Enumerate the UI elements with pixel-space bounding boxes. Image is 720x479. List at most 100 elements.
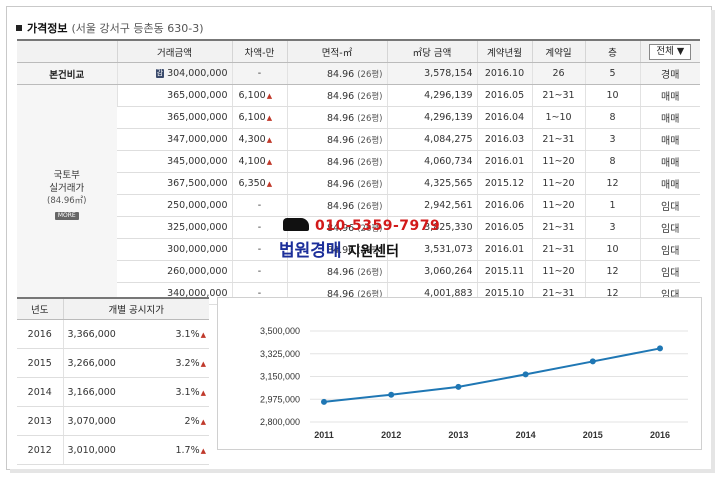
- land-value: 3,366,000: [62, 319, 167, 349]
- row-price: 325,000,000: [117, 216, 232, 239]
- row-pyeong: (26평): [357, 201, 383, 212]
- row-price: 365,000,000: [116, 84, 232, 107]
- row-ym: 2016.04: [476, 106, 532, 129]
- land-year: 2015: [17, 348, 63, 378]
- land-value: 3,166,000: [62, 377, 167, 407]
- land-year: 2016: [17, 319, 63, 349]
- more-button[interactable]: MORE: [54, 211, 79, 220]
- row-area: 84.96: [326, 112, 355, 124]
- y-tick-label: 3,325,000: [260, 349, 300, 359]
- row-floor: 10: [584, 238, 640, 261]
- row-per-m2: 4,325,565: [386, 172, 477, 195]
- row-floor: 8: [584, 106, 640, 129]
- table-row: 260,000,000-84.96 (26평) 3,060,264 2015.11 1…: [17, 260, 700, 283]
- col-contract-day: 계약일: [531, 39, 585, 63]
- appraisal-badge-icon: 감: [155, 69, 165, 78]
- x-tick-label: 2011: [314, 430, 334, 440]
- x-tick-label: 2016: [650, 430, 670, 440]
- row-ym: 2015.11: [476, 260, 532, 283]
- row-ym: 2016.01: [476, 238, 532, 261]
- col-contract-ym: 계약년월: [476, 39, 532, 63]
- row-diff: 4,100: [238, 156, 266, 167]
- land-row: 2015 3,266,000 3.2%▲: [17, 348, 209, 378]
- col-floor: 층: [584, 39, 640, 63]
- col-area: 면적-㎡: [286, 39, 387, 63]
- table-row: 250,000,000-84.96 (26평) 2,942,561 2016.06 1…: [17, 194, 700, 217]
- bullet-square-icon: [16, 25, 22, 31]
- land-pct: 3.1%: [175, 386, 200, 398]
- molit-area: (84.96㎡): [47, 195, 87, 206]
- row-area: 84.96: [326, 288, 355, 300]
- up-triangle-icon: ▲: [266, 180, 273, 188]
- row-day: 11~20: [531, 194, 585, 217]
- row-day: 11~20: [531, 172, 585, 195]
- row-floor: 12: [584, 172, 640, 195]
- row-floor: 12: [584, 260, 640, 283]
- row-ym: 2016.05: [476, 84, 532, 107]
- row-floor: 10: [584, 84, 640, 107]
- row-day: 1~10: [531, 106, 585, 129]
- comparison-ym: 2016.10: [476, 62, 532, 85]
- x-tick-label: 2015: [583, 430, 603, 440]
- land-row: 2014 3,166,000 3.1%▲: [17, 377, 209, 407]
- up-triangle-icon: ▲: [200, 359, 206, 368]
- row-pyeong: (26평): [357, 157, 383, 168]
- row-area: 84.96: [326, 244, 355, 256]
- row-day: 11~20: [531, 150, 585, 173]
- land-value: 3,070,000: [62, 406, 167, 436]
- row-area: 84.96: [326, 134, 355, 146]
- row-ym: 2015.12: [476, 172, 532, 195]
- row-day: 11~20: [531, 260, 585, 283]
- row-area: 84.96: [326, 156, 355, 168]
- row-pyeong: (26평): [357, 113, 383, 124]
- row-diff: 6,100: [238, 90, 266, 101]
- table-row: 367,500,000 6,350▲ 84.96 (26평) 4,325,565 201…: [17, 172, 700, 195]
- x-tick-label: 2013: [448, 430, 468, 440]
- land-pct: 2%: [184, 415, 200, 427]
- row-diff: -: [257, 244, 262, 255]
- row-per-m2: 3,060,264: [386, 260, 477, 283]
- land-price-table: 년도 개별 공시지가 2016 3,366,000 3.1%▲ 2015 3,266,0…: [17, 297, 209, 465]
- data-point: [321, 398, 327, 405]
- x-tick-label: 2014: [516, 430, 536, 440]
- row-diff: 6,100: [238, 112, 266, 123]
- row-floor: 8: [584, 150, 640, 173]
- y-tick-label: 3,500,000: [260, 326, 300, 336]
- row-price: 367,500,000: [117, 172, 232, 195]
- row-day: 21~31: [531, 84, 585, 107]
- row-floor: 3: [584, 128, 640, 151]
- row-diff: -: [257, 288, 262, 299]
- row-type: 임대: [639, 238, 700, 261]
- price-table: 거래금액 차액-만 면적-㎡ ㎡당 금액 계약년월 계약일 층 전체 ▼ 본건비…: [17, 39, 700, 305]
- table-row: 325,000,000 - 84.96 (26평) 3,825,330 2016.05 2…: [17, 216, 700, 239]
- row-day: 21~31: [531, 238, 585, 261]
- y-tick-label: 3,150,000: [260, 372, 300, 382]
- row-pyeong: (26평): [357, 267, 383, 278]
- col-price: 거래금액: [116, 39, 232, 63]
- up-triangle-icon: ▲: [200, 446, 206, 455]
- land-year: 2014: [17, 377, 63, 407]
- data-point: [455, 383, 462, 390]
- col-year: 년도: [17, 297, 63, 320]
- land-row: 2012 3,010,000 1.7%▲: [17, 435, 209, 465]
- type-filter-select[interactable]: 전체 ▼: [649, 43, 692, 60]
- line-chart: 3,500,000 3,325,000 3,150,000 2,975,000 2,80…: [260, 326, 688, 440]
- comparison-diff: -: [231, 62, 287, 85]
- land-year: 2012: [17, 435, 63, 465]
- comparison-label: 본건비교: [17, 62, 117, 85]
- col-land-price: 개별 공시지가: [62, 297, 209, 320]
- row-pyeong: (26평): [357, 245, 383, 256]
- row-area: 84.96: [326, 222, 355, 234]
- section-address: (서울 강서구 등촌동 630-3): [71, 22, 204, 35]
- comparison-price: 304,000,000: [167, 68, 228, 79]
- row-per-m2: 4,060,734: [386, 150, 477, 173]
- row-price: 250,000,000: [117, 194, 232, 217]
- up-triangle-icon: ▲: [266, 92, 273, 100]
- row-pyeong: (26평): [357, 179, 383, 190]
- row-ym: 2016.06: [476, 194, 532, 217]
- col-per-m2: ㎡당 금액: [386, 39, 477, 63]
- land-pct: 1.7%: [175, 444, 200, 456]
- comparison-row: 본건비교 감 304,000,000 - 84.96 (26평) 3,578,15…: [17, 62, 700, 85]
- row-per-m2: 2,942,561: [386, 194, 477, 217]
- table-row: 국토부 실거래가 (84.96㎡) MORE 365,000,000 6,100▲ 84.9…: [17, 84, 700, 305]
